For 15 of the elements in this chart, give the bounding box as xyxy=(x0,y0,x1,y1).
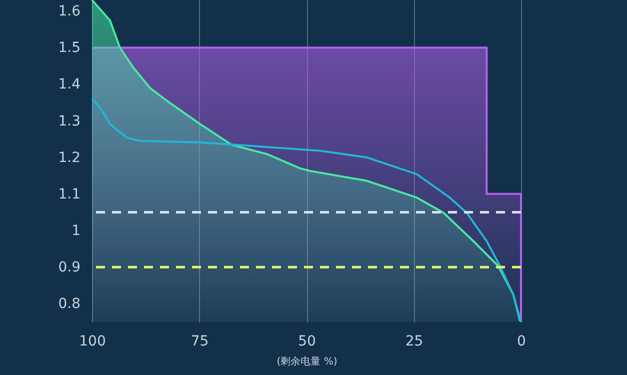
y-tick-label: 1.1 xyxy=(58,186,80,202)
y-tick-label: 1.5 xyxy=(58,40,80,56)
y-tick-label: 1 xyxy=(72,223,80,240)
y-tick-label: 1.3 xyxy=(58,113,80,130)
y-tick-label: 1.2 xyxy=(58,150,80,166)
x-tick-label: 75 xyxy=(190,334,209,350)
x-tick-label: 100 xyxy=(79,334,106,350)
x-axis-title: (剩余电量 %) xyxy=(276,356,338,368)
y-tick-label: 0.8 xyxy=(58,296,80,312)
y-tick-label: 0.9 xyxy=(58,260,80,276)
x-tick-label: 50 xyxy=(298,334,316,350)
y-tick-label: 1.4 xyxy=(58,76,81,93)
x-tick-label: 0 xyxy=(517,334,526,350)
x-tick-label: 25 xyxy=(405,334,424,350)
y-tick-label: 1.6 xyxy=(58,3,81,20)
